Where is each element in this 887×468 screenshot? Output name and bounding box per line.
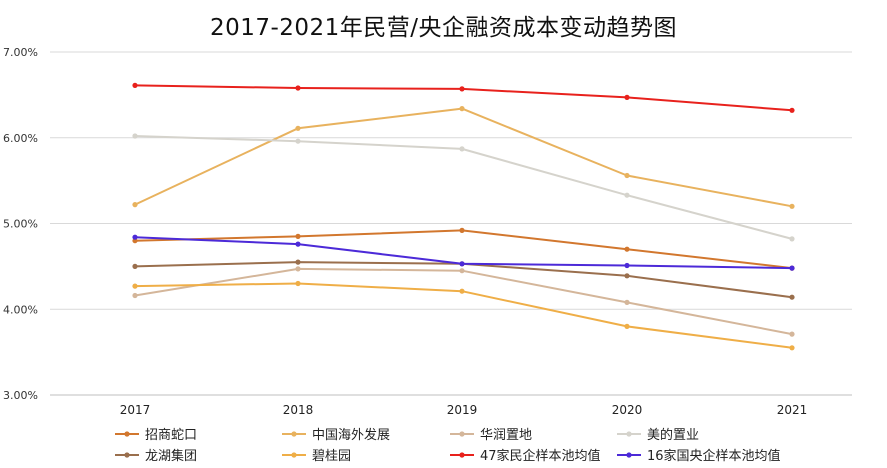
legend-item: 华润置地 xyxy=(450,428,532,443)
legend-label: 龙湖集团 xyxy=(145,448,197,464)
series-6 xyxy=(132,82,795,113)
legend-item: 中国海外发展 xyxy=(282,427,390,443)
y-tick-label: 6.00% xyxy=(3,132,38,145)
legend-item: 47家民企样本池均值 xyxy=(450,448,601,464)
data-point xyxy=(624,262,630,269)
data-point xyxy=(132,283,138,289)
chart-title: 2017-2021年民营/央企融资成本变动趋势图 xyxy=(209,15,678,41)
legend-item: 16家国央企样本池均值 xyxy=(617,448,781,464)
data-point xyxy=(459,106,465,112)
x-tick-label: 2020 xyxy=(612,403,643,417)
data-point xyxy=(624,94,630,100)
data-point xyxy=(295,259,301,265)
data-point xyxy=(459,261,465,267)
data-point xyxy=(789,331,795,337)
x-tick-label: 2018 xyxy=(283,403,314,417)
data-point xyxy=(789,107,795,113)
legend-label: 美的置业 xyxy=(647,427,699,443)
data-point xyxy=(624,172,630,179)
data-point xyxy=(295,138,301,144)
series-0 xyxy=(132,227,795,271)
data-point xyxy=(295,241,301,247)
data-point xyxy=(789,345,795,351)
series-1 xyxy=(132,106,795,209)
data-point xyxy=(624,192,630,198)
legend-marker xyxy=(124,431,130,437)
data-point xyxy=(459,227,465,233)
data-point xyxy=(132,202,138,208)
legend-item: 招商蛇口 xyxy=(115,428,197,443)
legend-label: 华润置地 xyxy=(480,428,532,443)
data-point xyxy=(789,265,795,271)
data-point xyxy=(459,146,465,152)
data-point xyxy=(295,266,301,272)
data-point xyxy=(789,236,795,242)
data-point xyxy=(459,268,465,274)
legend-label: 中国海外发展 xyxy=(312,427,390,443)
series-line xyxy=(134,267,793,336)
legend-item: 碧桂园 xyxy=(282,449,351,464)
data-point xyxy=(459,86,465,92)
data-point xyxy=(132,133,138,139)
series-2 xyxy=(132,266,795,337)
data-point xyxy=(624,323,630,329)
data-point xyxy=(132,82,138,88)
data-point xyxy=(295,280,301,287)
legend-label: 47家民企样本池均值 xyxy=(480,448,601,464)
x-tick-label: 2021 xyxy=(777,403,808,417)
legend-item: 龙湖集团 xyxy=(115,448,197,464)
series-line xyxy=(134,107,793,208)
data-point xyxy=(789,294,795,300)
legend-marker xyxy=(459,452,465,458)
legend-marker xyxy=(124,452,130,458)
y-tick-label: 5.00% xyxy=(3,218,38,231)
data-point xyxy=(132,263,138,269)
data-point xyxy=(295,233,301,239)
series-5 xyxy=(132,280,795,351)
legend-marker xyxy=(626,452,632,458)
data-point xyxy=(624,246,630,252)
y-tick-label: 3.00% xyxy=(3,389,38,402)
x-tick-label: 2017 xyxy=(120,403,151,417)
y-tick-label: 7.00% xyxy=(3,46,38,59)
legend-marker xyxy=(291,431,297,437)
legend-label: 招商蛇口 xyxy=(145,428,197,443)
data-point xyxy=(132,292,138,299)
data-point xyxy=(624,273,630,279)
legend-marker xyxy=(626,431,632,437)
y-tick-label: 4.00% xyxy=(3,303,38,316)
data-point xyxy=(132,234,138,240)
series-3 xyxy=(132,133,795,242)
data-point xyxy=(295,125,301,131)
series-7 xyxy=(132,234,795,271)
legend-label: 碧桂园 xyxy=(312,449,351,464)
legend-marker xyxy=(291,452,297,458)
legend-item: 美的置业 xyxy=(617,427,699,443)
data-point xyxy=(295,85,301,91)
x-tick-label: 2019 xyxy=(447,403,478,417)
data-point xyxy=(624,299,630,305)
legend-marker xyxy=(459,431,465,437)
legend-label: 16家国央企样本池均值 xyxy=(647,448,781,464)
data-point xyxy=(789,203,795,209)
data-point xyxy=(459,288,465,294)
